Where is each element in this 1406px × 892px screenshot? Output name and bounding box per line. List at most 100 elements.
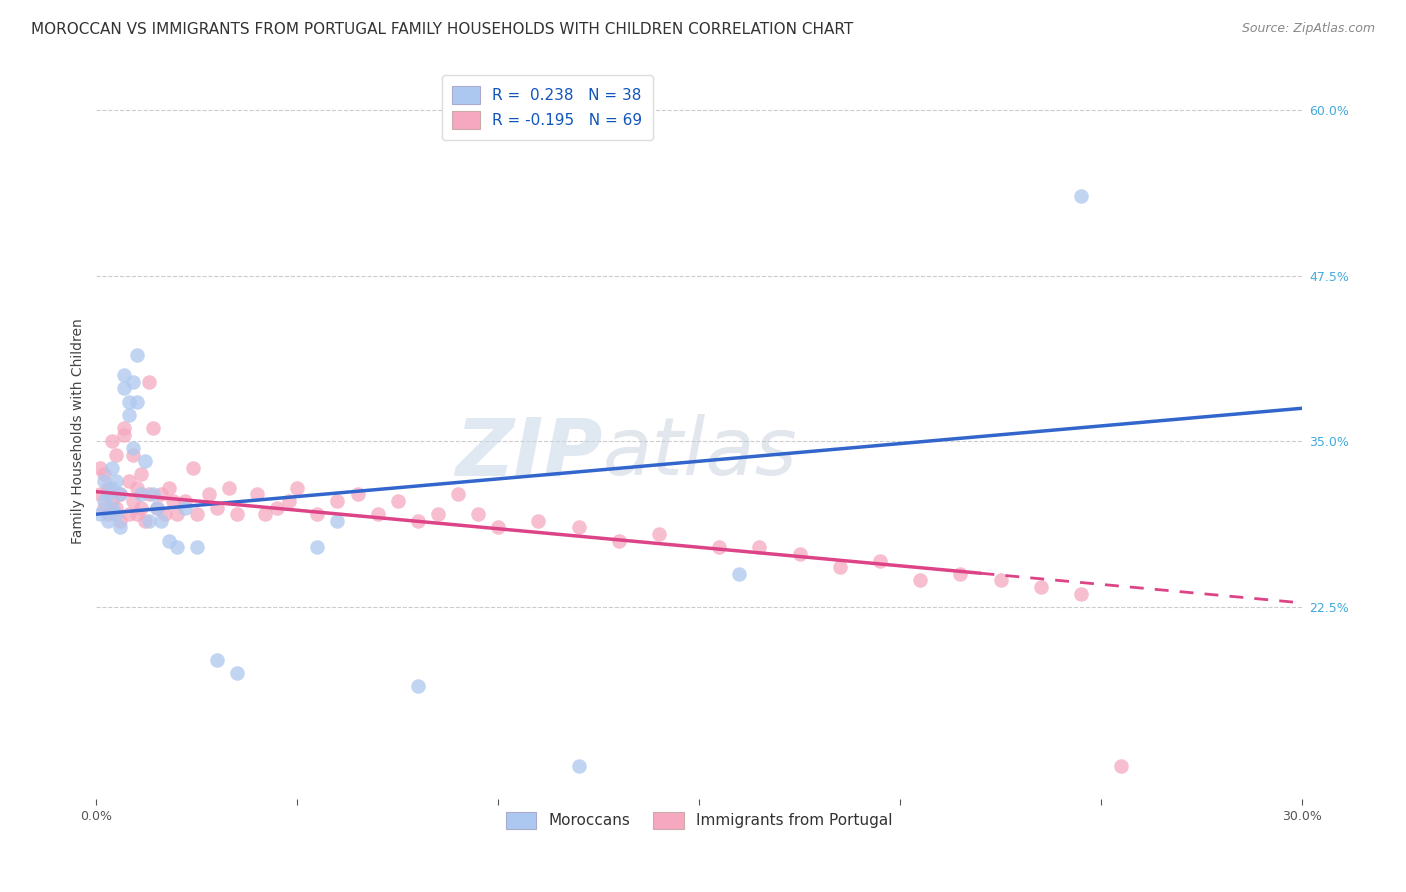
Point <box>426 507 449 521</box>
Point <box>110 520 132 534</box>
Point <box>186 541 208 555</box>
Point <box>89 507 111 521</box>
Point <box>121 441 143 455</box>
Point <box>205 653 228 667</box>
Point <box>949 566 972 581</box>
Point <box>105 507 128 521</box>
Point <box>134 514 156 528</box>
Point <box>125 348 148 362</box>
Point <box>149 514 172 528</box>
Point <box>467 507 489 521</box>
Point <box>789 547 811 561</box>
Point <box>101 460 124 475</box>
Point <box>346 487 368 501</box>
Point <box>114 427 136 442</box>
Point <box>157 481 180 495</box>
Y-axis label: Family Households with Children: Family Households with Children <box>72 318 86 544</box>
Point <box>226 507 249 521</box>
Point <box>709 541 731 555</box>
Point <box>285 481 308 495</box>
Point <box>114 421 136 435</box>
Point <box>568 758 591 772</box>
Point <box>93 500 115 515</box>
Point <box>990 574 1012 588</box>
Point <box>486 520 509 534</box>
Point <box>406 679 429 693</box>
Point <box>145 500 167 515</box>
Point <box>105 448 128 462</box>
Point <box>246 487 269 501</box>
Point <box>125 394 148 409</box>
Text: MOROCCAN VS IMMIGRANTS FROM PORTUGAL FAMILY HOUSEHOLDS WITH CHILDREN CORRELATION: MOROCCAN VS IMMIGRANTS FROM PORTUGAL FAM… <box>31 22 853 37</box>
Point <box>121 494 143 508</box>
Point <box>121 375 143 389</box>
Point <box>142 487 165 501</box>
Point <box>307 541 329 555</box>
Point <box>105 500 128 515</box>
Point <box>97 507 120 521</box>
Point <box>367 507 389 521</box>
Legend: Moroccans, Immigrants from Portugal: Moroccans, Immigrants from Portugal <box>499 805 898 835</box>
Point <box>527 514 550 528</box>
Point <box>226 666 249 681</box>
Point <box>110 514 132 528</box>
Point <box>326 514 349 528</box>
Point <box>1070 586 1092 600</box>
Point <box>205 500 228 515</box>
Point <box>869 553 891 567</box>
Point <box>181 460 204 475</box>
Text: ZIP: ZIP <box>456 415 603 492</box>
Point <box>1070 189 1092 203</box>
Point <box>101 481 124 495</box>
Text: Source: ZipAtlas.com: Source: ZipAtlas.com <box>1241 22 1375 36</box>
Point <box>117 507 139 521</box>
Point <box>266 500 288 515</box>
Point <box>134 454 156 468</box>
Point <box>166 541 188 555</box>
Point <box>129 487 152 501</box>
Point <box>101 500 124 515</box>
Point <box>186 507 208 521</box>
Point <box>114 368 136 383</box>
Point <box>1029 580 1052 594</box>
Point <box>145 500 167 515</box>
Point <box>162 494 184 508</box>
Point <box>93 494 115 508</box>
Point <box>101 434 124 449</box>
Point <box>97 481 120 495</box>
Point <box>110 487 132 501</box>
Point <box>117 394 139 409</box>
Point <box>326 494 349 508</box>
Point <box>387 494 409 508</box>
Point <box>97 514 120 528</box>
Point <box>89 460 111 475</box>
Point <box>101 494 124 508</box>
Point <box>447 487 470 501</box>
Point <box>198 487 221 501</box>
Point <box>121 448 143 462</box>
Point <box>254 507 277 521</box>
Point <box>97 487 120 501</box>
Point <box>89 487 111 501</box>
Point <box>1109 758 1132 772</box>
Point <box>138 514 160 528</box>
Point <box>153 507 176 521</box>
Point <box>406 514 429 528</box>
Point <box>138 487 160 501</box>
Point <box>568 520 591 534</box>
Point <box>908 574 931 588</box>
Point <box>117 474 139 488</box>
Point <box>173 494 195 508</box>
Point <box>648 527 671 541</box>
Point <box>142 421 165 435</box>
Text: atlas: atlas <box>603 415 797 492</box>
Point <box>157 533 180 548</box>
Point <box>278 494 301 508</box>
Point <box>828 560 851 574</box>
Point <box>93 467 115 482</box>
Point <box>218 481 240 495</box>
Point <box>114 381 136 395</box>
Point <box>149 487 172 501</box>
Point <box>125 481 148 495</box>
Point <box>307 507 329 521</box>
